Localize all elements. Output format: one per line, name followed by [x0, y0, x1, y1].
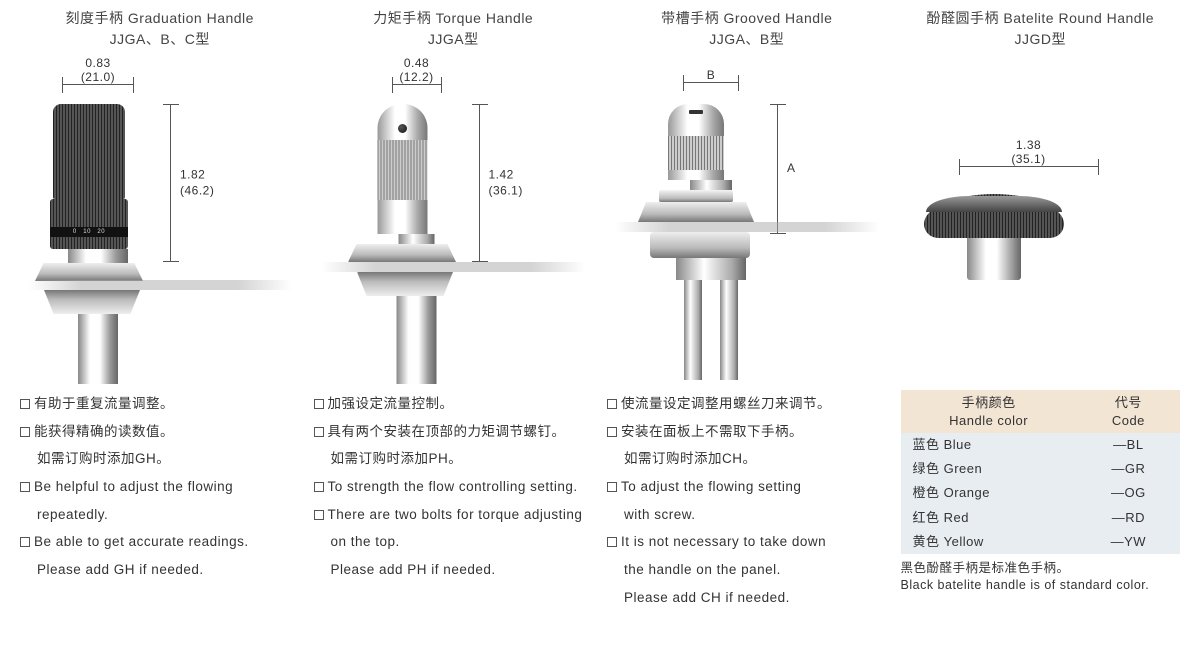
bullet-box	[607, 537, 617, 547]
cell-color: 黄色 Yellow	[901, 530, 1077, 554]
table-row: 黄色 Yellow—YW	[901, 530, 1181, 554]
desc-graduation: 有助于重复流量调整。能获得精确的读数值。如需订购时添加GH。Be helpful…	[20, 390, 300, 584]
color-table: 手柄颜色Handle color 代号Code 蓝色 Blue—BL绿色 Gre…	[901, 390, 1181, 554]
title-grooved: 带槽手柄 Grooved Handle JJGA、B型	[607, 8, 887, 50]
figure-graduation: 0.83 (21.0) 1.82(46.2) 0 10 20	[20, 54, 300, 384]
figure-torque: 0.48 (12.2) 1.42(36.1)	[314, 54, 594, 384]
table-row: 蓝色 Blue—BL	[901, 433, 1181, 457]
desc-line: 使流量设定调整用螺丝刀来调节。	[607, 390, 887, 418]
bullet-box	[314, 482, 324, 492]
desc-line: 有助于重复流量调整。	[20, 390, 300, 418]
desc-line: 能获得精确的读数值。	[20, 418, 300, 446]
desc-line: It is not necessary to take down	[607, 528, 887, 556]
desc-line: There are two bolts for torque adjusting	[314, 501, 594, 529]
bullet-box	[20, 537, 30, 547]
desc-line: 如需订购时添加PH。	[314, 445, 594, 473]
desc-torque: 加强设定流量控制。具有两个安装在顶部的力矩调节螺钉。如需订购时添加PH。To s…	[314, 390, 594, 584]
col-torque: 力矩手柄 Torque Handle JJGA型 0.48 (12.2) 1.4…	[314, 8, 594, 611]
cell-color: 红色 Red	[901, 506, 1077, 530]
table-row: 红色 Red—RD	[901, 506, 1181, 530]
desc-line: Be able to get accurate readings.	[20, 528, 300, 556]
title-graduation: 刻度手柄 Graduation Handle JJGA、B、C型	[20, 8, 300, 50]
cell-code: —BL	[1077, 433, 1180, 457]
desc-batelite: 手柄颜色Handle color 代号Code 蓝色 Blue—BL绿色 Gre…	[901, 390, 1181, 595]
bullet-box	[607, 482, 617, 492]
cell-color: 橙色 Orange	[901, 481, 1077, 505]
bullet-box	[314, 510, 324, 520]
desc-line: Please add CH if needed.	[607, 584, 887, 612]
figure-grooved: B A	[607, 54, 887, 384]
desc-grooved: 使流量设定调整用螺丝刀来调节。安装在面板上不需取下手柄。如需订购时添加CH。To…	[607, 390, 887, 611]
th-color: 手柄颜色Handle color	[901, 390, 1077, 433]
col-grooved: 带槽手柄 Grooved Handle JJGA、B型 B A	[607, 8, 887, 611]
th-code: 代号Code	[1077, 390, 1180, 433]
col-batelite: 酚醛圆手柄 Batelite Round Handle JJGD型 1.38 (…	[901, 8, 1181, 611]
desc-line: To strength the flow controlling setting…	[314, 473, 594, 501]
desc-line: Be helpful to adjust the flowing	[20, 473, 300, 501]
title-torque: 力矩手柄 Torque Handle JJGA型	[314, 8, 594, 50]
color-rows: 蓝色 Blue—BL绿色 Green—GR橙色 Orange—OG红色 Red—…	[901, 433, 1181, 554]
table-row: 绿色 Green—GR	[901, 457, 1181, 481]
bullet-box	[314, 427, 324, 437]
table-row: 橙色 Orange—OG	[901, 481, 1181, 505]
title-batelite: 酚醛圆手柄 Batelite Round Handle JJGD型	[901, 8, 1181, 50]
desc-line: 加强设定流量控制。	[314, 390, 594, 418]
cell-color: 蓝色 Blue	[901, 433, 1077, 457]
desc-line: with screw.	[607, 501, 887, 529]
bullet-box	[607, 427, 617, 437]
bullet-box	[314, 399, 324, 409]
desc-line: 安装在面板上不需取下手柄。	[607, 418, 887, 446]
cell-code: —OG	[1077, 481, 1180, 505]
bullet-box	[20, 399, 30, 409]
table-note: 黑色酚醛手柄是标准色手柄。 Black batelite handle is o…	[901, 560, 1181, 595]
desc-line: on the top.	[314, 528, 594, 556]
desc-line: Please add PH if needed.	[314, 556, 594, 584]
desc-line: To adjust the flowing setting	[607, 473, 887, 501]
bullet-box	[20, 427, 30, 437]
desc-line: the handle on the panel.	[607, 556, 887, 584]
desc-line: repeatedly.	[20, 501, 300, 529]
cell-code: —YW	[1077, 530, 1180, 554]
desc-line: 如需订购时添加GH。	[20, 445, 300, 473]
cell-color: 绿色 Green	[901, 457, 1077, 481]
desc-line: Please add GH if needed.	[20, 556, 300, 584]
cell-code: —GR	[1077, 457, 1180, 481]
desc-line: 如需订购时添加CH。	[607, 445, 887, 473]
columns-container: 刻度手柄 Graduation Handle JJGA、B、C型 0.83 (2…	[20, 8, 1180, 611]
bullet-box	[607, 399, 617, 409]
desc-line: 具有两个安装在顶部的力矩调节螺钉。	[314, 418, 594, 446]
figure-batelite: 1.38 (35.1)	[901, 54, 1181, 384]
cell-code: —RD	[1077, 506, 1180, 530]
col-graduation: 刻度手柄 Graduation Handle JJGA、B、C型 0.83 (2…	[20, 8, 300, 611]
bullet-box	[20, 482, 30, 492]
